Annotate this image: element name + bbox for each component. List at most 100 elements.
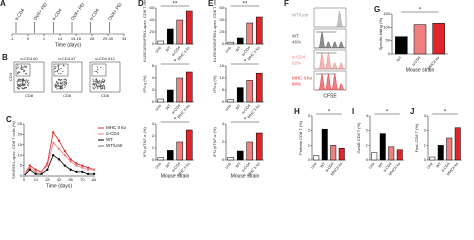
flow-dot xyxy=(64,80,66,83)
significance: * xyxy=(174,118,177,124)
y-tick-label: 2 xyxy=(366,128,369,133)
y-tick-label: 1 xyxy=(152,145,155,150)
point xyxy=(92,174,96,178)
bar xyxy=(185,129,193,161)
point xyxy=(51,153,55,157)
flow-dot xyxy=(28,82,30,85)
panel-letter: H xyxy=(294,107,300,116)
y-tick-label: 0 xyxy=(152,99,155,104)
gate xyxy=(91,63,107,77)
flow-dot xyxy=(20,79,22,81)
significance: * xyxy=(386,110,389,116)
bar xyxy=(313,155,320,161)
bar xyxy=(166,28,174,45)
event-label: α-CD4 xyxy=(14,7,26,21)
flow-dot xyxy=(100,84,102,86)
plot-title: α-CD4 d7 xyxy=(58,56,76,61)
x-tick-label: 70 xyxy=(80,177,85,182)
flow-dot xyxy=(17,84,19,86)
flow-dot xyxy=(93,83,95,85)
flow-dot xyxy=(58,88,60,90)
flow-dot xyxy=(55,81,58,83)
flow-dot xyxy=(58,64,60,66)
bar xyxy=(396,149,403,161)
bar xyxy=(429,156,436,161)
gate xyxy=(53,63,69,77)
flow-dot xyxy=(103,88,105,90)
flow-dot xyxy=(55,71,57,73)
bar xyxy=(236,87,244,103)
panel-letter: I xyxy=(352,107,354,116)
panel-letter: J xyxy=(410,107,414,116)
flow-dot xyxy=(59,88,62,90)
x-tick-label: α-CD4 xyxy=(171,104,181,115)
flow-dot xyxy=(64,78,66,80)
point xyxy=(75,174,78,178)
point xyxy=(57,158,61,161)
flow-dot xyxy=(97,82,99,85)
timeline-tick-label: 14 xyxy=(58,36,63,41)
flow-dot xyxy=(22,83,24,86)
point xyxy=(69,160,72,163)
flow-dot xyxy=(17,66,19,68)
histogram-curve xyxy=(314,52,347,70)
flow-dot xyxy=(25,82,27,84)
flow-dot xyxy=(22,78,24,80)
point xyxy=(40,172,43,176)
plot-title: α-CD4 d12 xyxy=(95,56,115,61)
bar xyxy=(157,40,165,45)
flow-dot xyxy=(24,65,27,67)
point xyxy=(86,166,90,169)
point xyxy=(57,139,61,142)
flow-dot xyxy=(103,85,105,87)
event-label: α-CD4 xyxy=(88,7,100,21)
x-tick-label: Untr xyxy=(155,161,163,170)
panel-letter: G xyxy=(374,5,380,14)
x-tick-label: α-CD4 xyxy=(441,162,451,173)
figure: -1 0 1 14 15-16 28 29-30 33α-CD4 OVA+ PEI α-CD4 OV… xyxy=(0,0,462,189)
x-tick-label: α-CD4 xyxy=(241,104,251,115)
bar xyxy=(454,127,461,161)
flow-dot xyxy=(60,67,62,70)
flow-dot xyxy=(25,80,27,82)
flow-dot xyxy=(55,66,57,68)
point xyxy=(34,174,37,178)
flow-dot xyxy=(102,87,104,89)
x-tick-label: WT xyxy=(235,45,242,53)
flow-dot xyxy=(56,70,58,72)
x-tick-label: Untr xyxy=(310,161,318,170)
x-axis-label: CD8 xyxy=(101,93,110,98)
x-axis-label: Mouse strain xyxy=(231,173,260,179)
flow-dot xyxy=(62,70,64,72)
value-label: 46% xyxy=(292,40,301,45)
flow-plot xyxy=(51,61,83,93)
legend-label: MHC II ko xyxy=(106,125,126,130)
flow-dot xyxy=(99,82,101,84)
point xyxy=(51,174,55,178)
y-tick-label: 5 xyxy=(20,163,23,168)
x-tick-label: Untr xyxy=(426,161,434,170)
x-tick-label: WT xyxy=(235,103,242,111)
flow-dot xyxy=(102,78,104,80)
flow-dot xyxy=(54,67,56,70)
flow-dot xyxy=(26,81,29,83)
y-tick-label: 3 xyxy=(424,113,427,118)
flow-dot xyxy=(58,85,60,87)
flow-dot xyxy=(58,68,60,71)
y-tick-label: 2 xyxy=(424,128,427,133)
y-axis-label: IFN-γ (%) xyxy=(142,75,147,93)
flow-dot xyxy=(63,83,65,85)
histogram-curve xyxy=(314,10,347,28)
track-label: α-CD4 xyxy=(292,55,306,60)
bar xyxy=(157,157,165,161)
flow-dot xyxy=(57,65,59,68)
y-tick-label: 0 xyxy=(424,157,427,162)
flow-dot xyxy=(27,85,30,87)
y-tick-label: 10 xyxy=(220,75,225,80)
point xyxy=(28,164,32,167)
bar xyxy=(246,141,254,161)
flow-dot xyxy=(20,68,23,70)
flow-dot xyxy=(16,82,18,84)
y-tick-label: 4 xyxy=(152,75,155,80)
flow-dot xyxy=(22,68,24,70)
